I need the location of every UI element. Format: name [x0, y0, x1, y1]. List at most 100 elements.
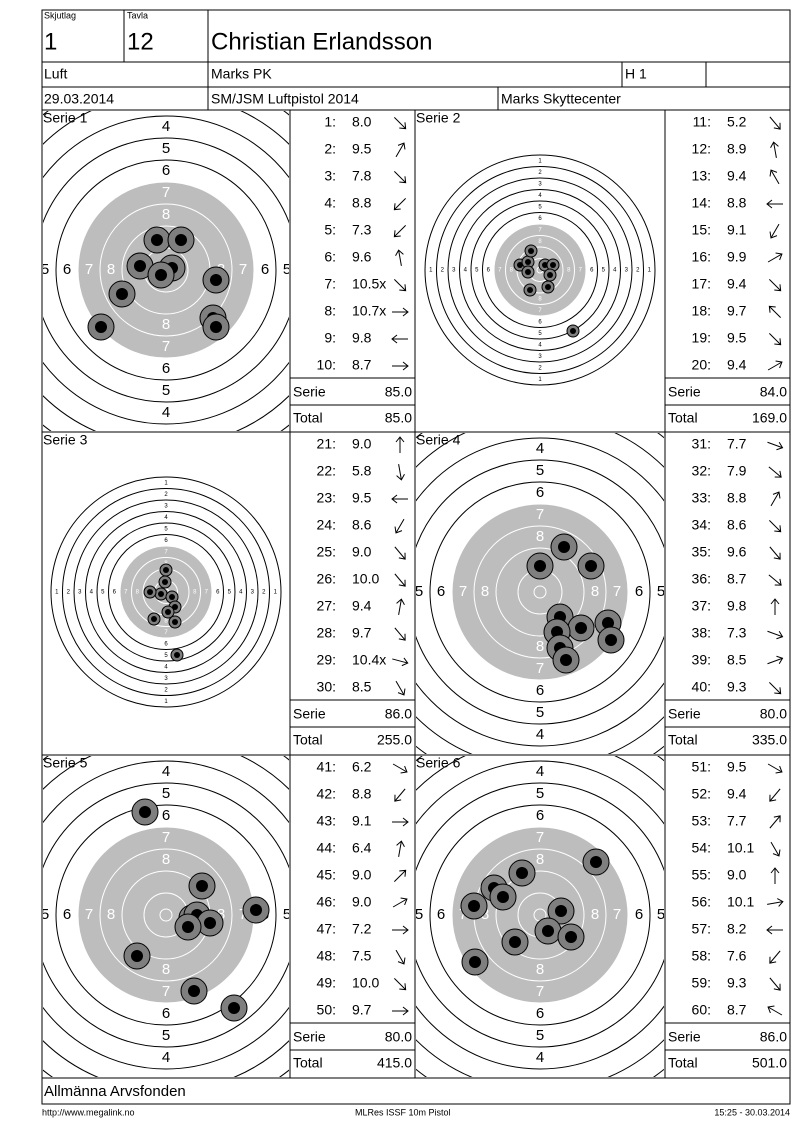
ring [473, 525, 607, 659]
arrow-head [397, 142, 406, 150]
arrow-shaft [395, 518, 405, 534]
arrow-head [402, 817, 409, 827]
arrow-head [775, 360, 783, 369]
direction-arrow [769, 950, 781, 964]
ring-label: 8 [107, 906, 115, 923]
arrow-shaft [395, 142, 405, 158]
ring-label: 8 [536, 961, 544, 978]
target-number: 12 [127, 28, 154, 55]
shot-score: 7.7 [727, 436, 747, 452]
ring-label: 1 [164, 699, 168, 705]
total-label: Total [668, 732, 698, 748]
shot-number: 36: [692, 571, 711, 587]
arrow-shaft [395, 680, 405, 696]
ring-label: 6 [162, 1005, 170, 1022]
direction-arrow [770, 598, 780, 615]
arrow-shaft [770, 223, 780, 239]
arrow-shaft [773, 142, 777, 158]
arrow-shaft [768, 305, 782, 319]
arrow-shaft [770, 169, 780, 185]
ring-label: 7 [536, 506, 544, 523]
shot-inner [575, 622, 587, 634]
direction-arrow [767, 630, 784, 640]
ring-label: 4 [464, 268, 468, 274]
shot-number: 51: [692, 759, 711, 775]
shot-number: 32: [692, 463, 711, 479]
arrow-head [766, 925, 773, 935]
arrow-head [396, 474, 405, 481]
arrow-shaft [394, 546, 406, 560]
direction-arrow [393, 197, 407, 211]
series-title: Serie 4 [416, 432, 461, 448]
shot-number: 2: [324, 141, 336, 157]
footer-url: http://www.megalink.no [42, 1107, 135, 1117]
direction-arrow [393, 977, 407, 991]
shot-number: 52: [692, 786, 711, 802]
ring [108, 534, 224, 650]
shot-number: 30: [317, 679, 336, 695]
shot-score: 10.4x [352, 652, 386, 668]
ring [447, 177, 633, 363]
shot-number: 21: [317, 436, 336, 452]
ring-label: 6 [635, 906, 643, 923]
serie-label: Serie [293, 706, 326, 722]
direction-arrow [394, 518, 405, 534]
direction-arrow [392, 307, 409, 317]
arrow-head [393, 203, 401, 211]
arrow-shaft [394, 627, 406, 641]
arrow-shaft [393, 197, 407, 211]
shot-inner [169, 594, 175, 600]
arrow-shaft [395, 949, 405, 965]
ring-label: 1 [648, 268, 652, 274]
ring-label: 7 [613, 906, 621, 923]
inner-ten [159, 908, 173, 922]
arrow-head [772, 491, 781, 499]
shot-score: 7.2 [352, 921, 372, 937]
arrow-head [398, 633, 406, 641]
direction-arrow [767, 898, 784, 907]
ring-label: 3 [251, 590, 255, 596]
ring [495, 870, 585, 960]
ring-label: 7 [205, 590, 209, 596]
ring-label: 5 [283, 906, 291, 923]
ring-label: 6 [261, 261, 269, 278]
arrow-head [774, 284, 782, 292]
arrow-head [399, 284, 407, 292]
direction-arrow [768, 681, 782, 695]
ring-label: 4 [19, 261, 27, 278]
shot-number: 46: [317, 894, 336, 910]
arrow-shaft [767, 901, 783, 905]
ring-label: 7 [579, 268, 583, 274]
footer-software: MLRes ISSF 10m Pistol [355, 1107, 451, 1117]
ring-label: 5 [415, 583, 423, 600]
arrow-head [391, 334, 398, 344]
ring-label: 6 [162, 162, 170, 179]
ring-label: 6 [113, 590, 117, 596]
ring-label: 7 [85, 261, 93, 278]
ring-label: 6 [162, 360, 170, 377]
ring-label: 4 [164, 515, 168, 521]
shot-inner [158, 591, 164, 597]
shot-number: 29: [317, 652, 336, 668]
ring [131, 557, 201, 627]
ring [119, 545, 213, 639]
shot-number: 7: [324, 276, 336, 292]
direction-arrow [769, 788, 781, 802]
direction-arrow [770, 491, 781, 507]
arrow-head [398, 579, 406, 587]
ring-label: 3 [164, 676, 168, 682]
shot-number: 14: [692, 195, 711, 211]
shot-inner [525, 269, 531, 275]
ring [55, 804, 277, 1026]
direction-arrow [392, 657, 409, 667]
ring-label: 4 [536, 1049, 544, 1066]
venue: Marks Skyttecenter [501, 91, 621, 107]
ring-label: 8 [481, 583, 489, 600]
shot-score: 9.6 [727, 544, 747, 560]
arrow-head [399, 869, 407, 877]
ring [77, 181, 255, 359]
arrow-shaft [767, 1006, 783, 1016]
shot-inner [210, 321, 222, 333]
